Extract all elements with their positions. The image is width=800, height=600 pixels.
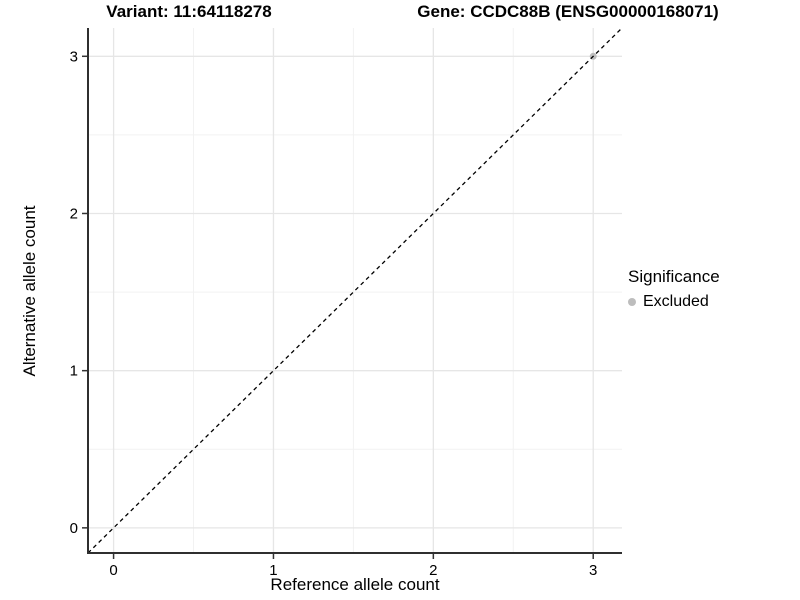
excluded-point-icon xyxy=(628,298,636,306)
x-tick-label: 3 xyxy=(589,562,597,579)
legend-title: Significance xyxy=(628,267,720,286)
identity-line xyxy=(87,27,623,554)
plot-title-gene: Gene: CCDC88B (ENSG00000168071) xyxy=(417,2,719,21)
x-tick-label: 0 xyxy=(109,562,117,579)
legend-item-label: Excluded xyxy=(643,293,709,310)
y-axis-label: Alternative allele count xyxy=(20,205,39,377)
legend-item-excluded: Excluded xyxy=(628,293,720,311)
y-tick-label: 1 xyxy=(70,363,78,380)
legend: Significance Excluded xyxy=(628,267,720,311)
x-tick-label: 1 xyxy=(269,562,277,579)
x-tick-label: 2 xyxy=(429,562,437,579)
y-tick-label: 3 xyxy=(70,48,78,65)
x-axis-label: Reference allele count xyxy=(270,575,440,594)
y-tick-label: 0 xyxy=(70,520,78,537)
plot-title-variant: Variant: 11:64118278 xyxy=(106,2,272,21)
y-tick-label: 2 xyxy=(70,205,78,222)
